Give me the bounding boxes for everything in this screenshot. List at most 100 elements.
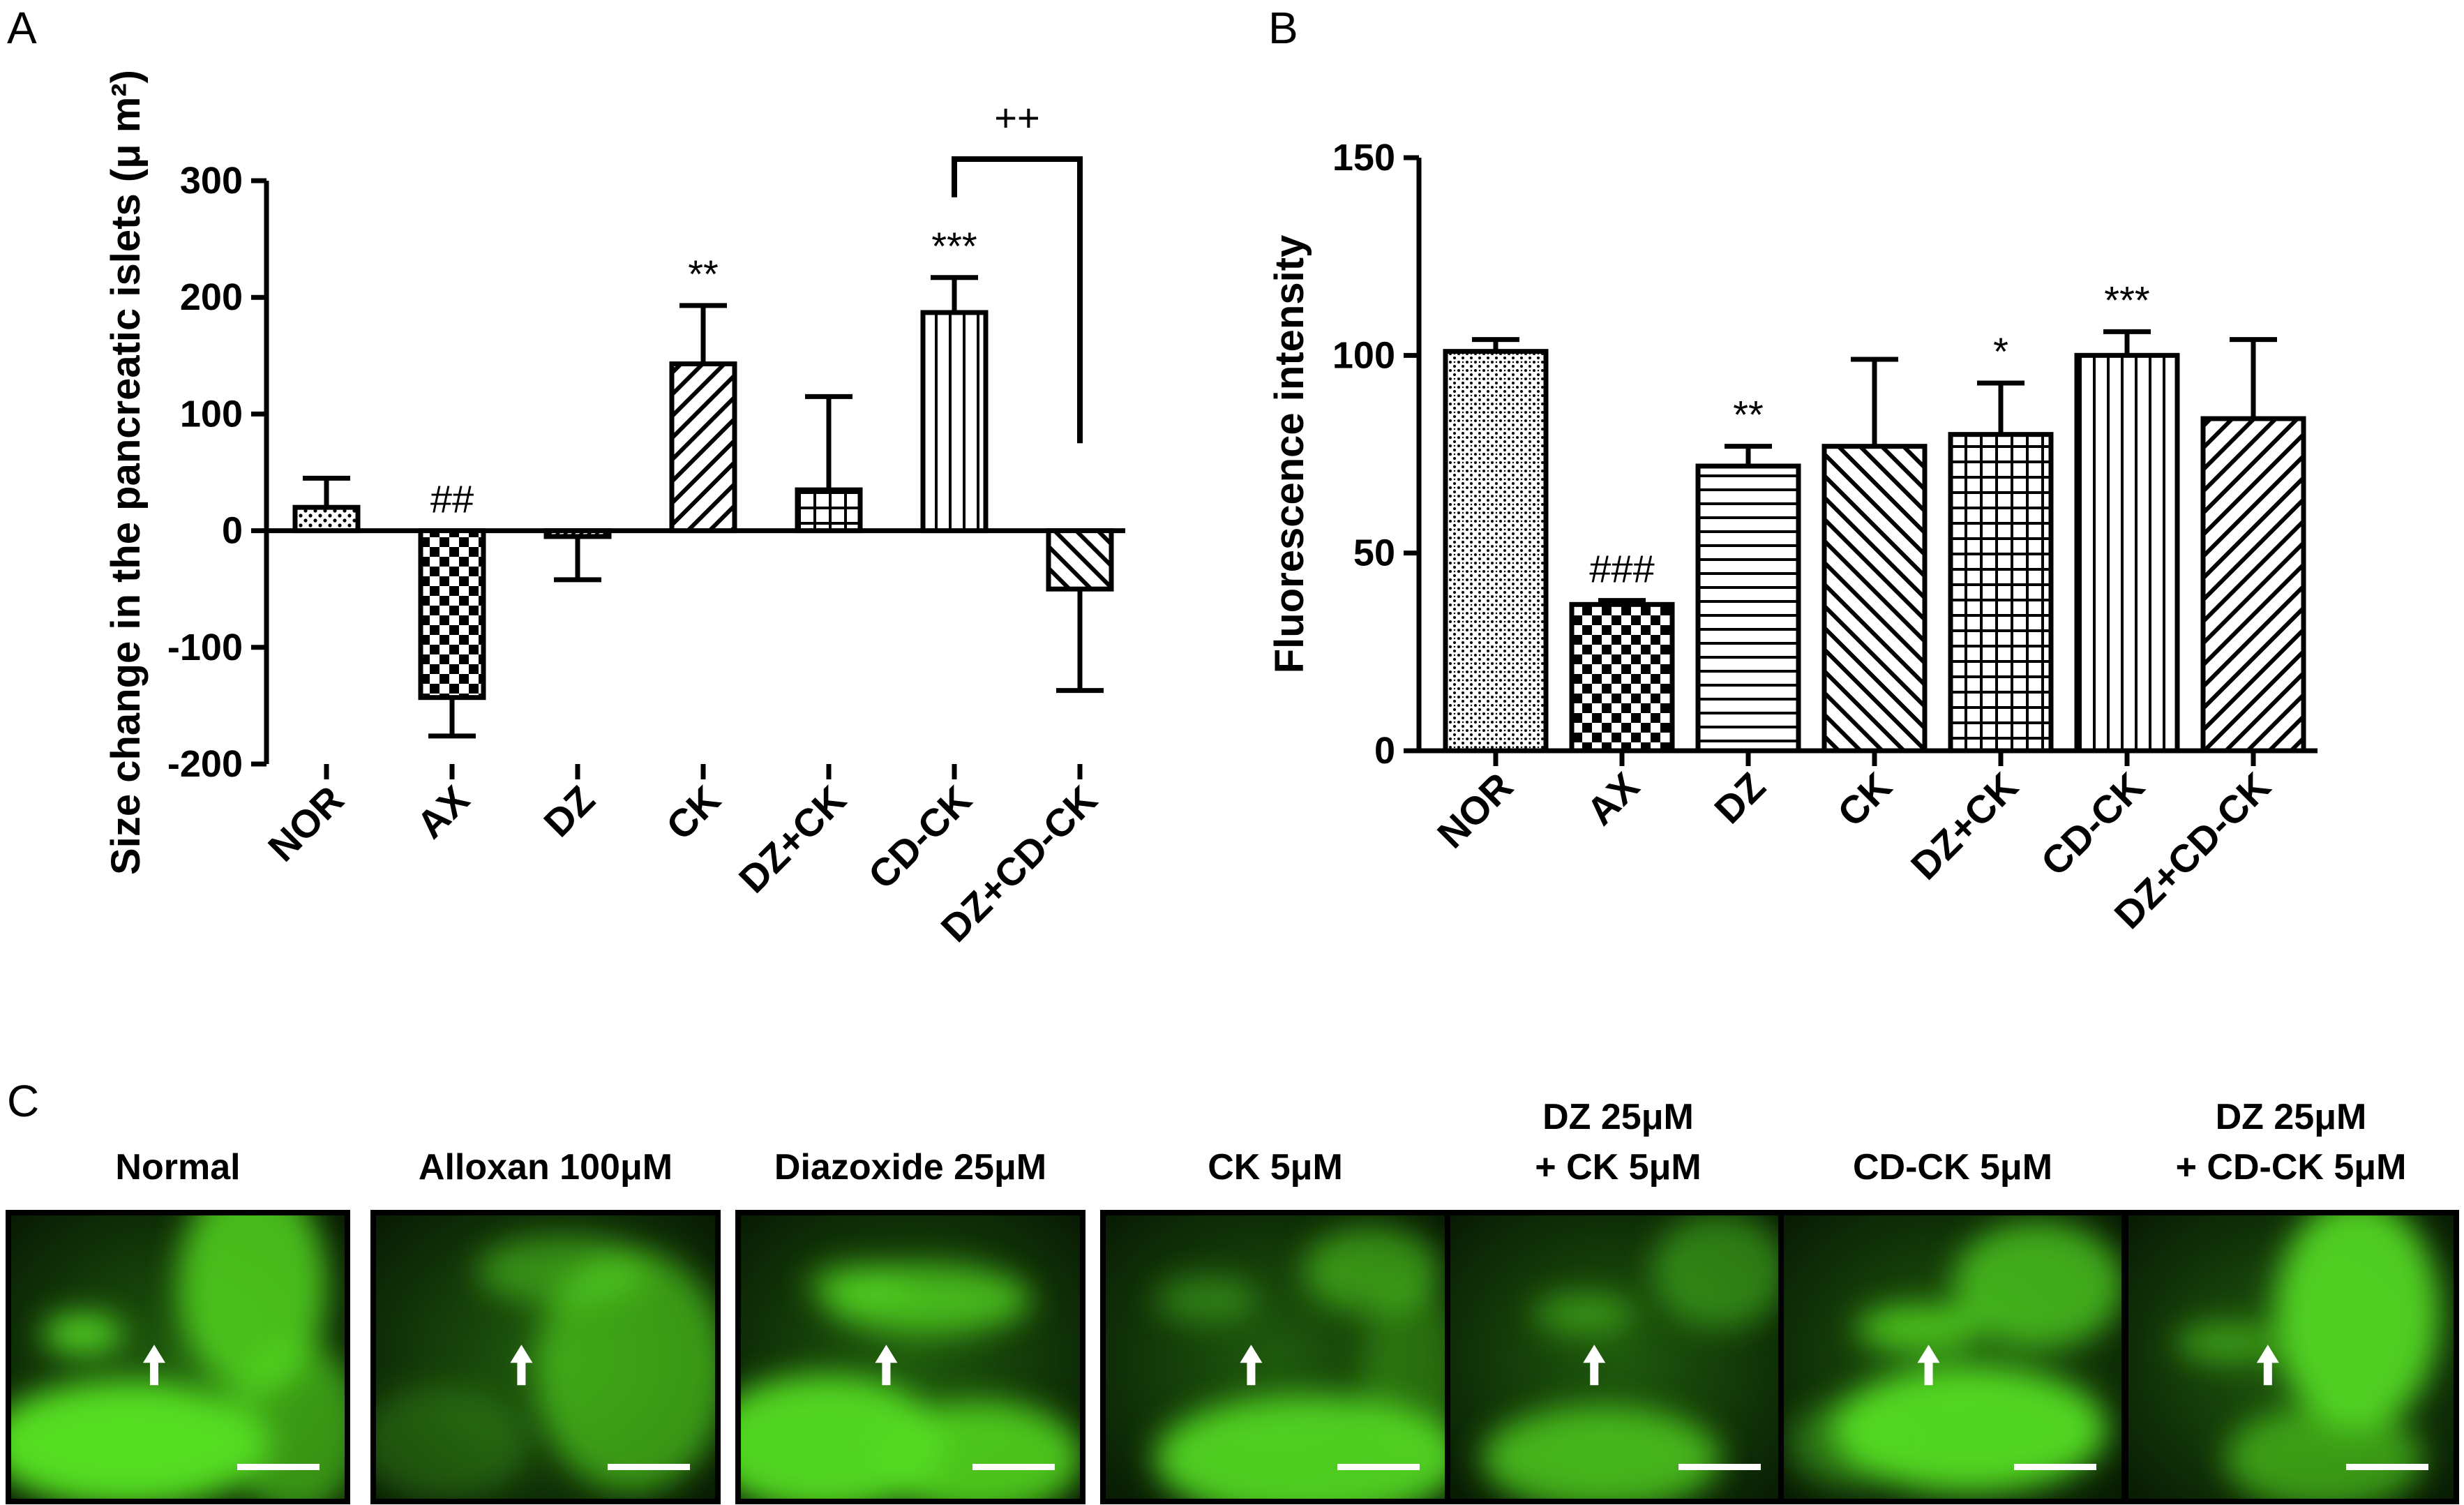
y-tick-label: 50: [1353, 532, 1395, 574]
fluorescent-cells: [8, 1213, 347, 1502]
islet-blob: [876, 1400, 1083, 1502]
y-axis-label: Size change in the pancreatic islets (μ …: [103, 70, 149, 875]
x-tick-label: AX: [1578, 764, 1648, 834]
micrograph-label: CD-CK 5μM: [1853, 1147, 2052, 1188]
fluorescent-cells: [1481, 1213, 1789, 1502]
micrograph-panel: Diazoxide 25μM: [735, 1147, 1085, 1504]
micrograph-border: [370, 1210, 721, 1504]
y-tick-label: 0: [1374, 730, 1395, 772]
islet-blob: [2175, 1322, 2275, 1363]
bar-nor: [292, 504, 361, 534]
micrograph-panel: CD-CK 5μM: [1778, 1147, 2127, 1504]
significance-label: ***: [2104, 278, 2149, 322]
islet-blob: [1361, 1285, 1448, 1458]
micrograph-row: Normal Alloxan 100μM Diazoxide 25μM CK 5μM D…: [6, 1097, 2459, 1504]
y-tick-label: 100: [180, 393, 243, 435]
panel-label-c: C: [7, 1076, 39, 1126]
micrograph-label: CK 5μM: [1208, 1147, 1343, 1188]
micrograph-border: [6, 1210, 350, 1504]
x-tick-label: CD-CK: [859, 777, 979, 897]
bracket-label: ++: [994, 96, 1039, 140]
islet-blob: [1155, 1276, 1259, 1323]
significance-label: ###: [1589, 547, 1654, 591]
micrograph-label: Diazoxide 25μM: [774, 1147, 1046, 1188]
white-arrow-up-icon: [1240, 1345, 1263, 1386]
significance-label: ##: [430, 477, 474, 521]
micrograph-label: Alloxan 100μM: [419, 1147, 673, 1188]
micrograph-panel: Normal: [6, 1147, 350, 1504]
scale-bar: [2014, 1464, 2096, 1470]
bar-dz+ck: [795, 487, 863, 534]
islet-blob: [8, 1380, 270, 1502]
bar-ck: [1821, 444, 1928, 754]
micrograph-label: + CK 5μM: [1535, 1147, 1701, 1188]
islet-blob: [373, 1386, 529, 1502]
bar-dz+ck: [1948, 432, 2054, 754]
y-tick-label: 300: [180, 160, 243, 202]
bar-dz+cd-ck: [1046, 528, 1114, 592]
islet-blob: [1953, 1221, 2124, 1349]
y-tick-label: -200: [167, 743, 243, 785]
islet-blob: [2225, 1406, 2424, 1502]
x-tick-label: DZ: [1706, 764, 1773, 832]
islet-blob: [1652, 1213, 1789, 1328]
bar-dz: [1695, 463, 1801, 754]
micrograph-panel: CK 5μM: [1100, 1147, 1450, 1504]
x-tick-label: NOR: [1429, 764, 1522, 857]
panel-label-b: B: [1268, 3, 1298, 53]
x-tick-label: CK: [1829, 764, 1900, 835]
islet-blob: [535, 1250, 718, 1493]
bar-ck: [669, 361, 737, 534]
islet-blob: [1481, 1406, 1721, 1502]
scale-bar: [972, 1464, 1055, 1470]
fluorescent-cells: [1155, 1227, 1448, 1502]
significance-label: *: [1993, 329, 2008, 373]
white-arrow-up-icon: [1917, 1345, 1940, 1386]
islet-blob: [1787, 1400, 1911, 1488]
bar-cd-ck: [2074, 352, 2180, 754]
white-arrow-up-icon: [142, 1345, 165, 1386]
y-tick-label: 100: [1332, 334, 1395, 376]
y-tick-label: 0: [222, 510, 243, 552]
islet-blob: [1533, 1293, 1635, 1334]
micrograph-label: DZ 25μM: [2216, 1097, 2367, 1137]
islet-blob: [806, 1264, 910, 1305]
x-tick-label: CK: [658, 777, 729, 848]
bar-nor: [1443, 349, 1549, 754]
significance-label: **: [1733, 393, 1764, 437]
bar-dz+cd-ck: [2200, 416, 2306, 754]
islet-blob: [42, 1313, 124, 1354]
micrograph-border: [2123, 1210, 2459, 1504]
islet-blob: [476, 1236, 649, 1305]
panel-label-a: A: [7, 3, 37, 53]
scale-bar: [1678, 1464, 1761, 1470]
micrograph-panel: DZ 25μM + CD-CK 5μM: [2123, 1097, 2459, 1504]
white-arrow-up-icon: [510, 1345, 533, 1386]
y-tick-label: 200: [180, 276, 243, 318]
y-tick-label: 150: [1332, 137, 1395, 179]
bar-ax: [418, 528, 486, 701]
micrograph-border: [735, 1210, 1085, 1504]
micrograph-label: DZ 25μM: [1542, 1097, 1694, 1137]
white-arrow-up-icon: [875, 1345, 898, 1386]
chart-a: -200 -100 0 100 200 300 NOR ## AX DZ ** CK DZ+CK *** C…: [103, 70, 1125, 950]
x-tick-label: DZ+CK: [1902, 764, 2027, 888]
x-tick-label: CD-CK: [2032, 764, 2152, 884]
scale-bar: [237, 1464, 320, 1470]
x-tick-label: NOR: [260, 777, 352, 870]
fluorescent-cells: [1787, 1221, 2124, 1493]
significance-label: **: [688, 252, 719, 296]
islet-blob: [1856, 1305, 1981, 1351]
white-arrow-up-icon: [2256, 1345, 2279, 1386]
micrograph-panel: DZ 25μM + CK 5μM: [1445, 1097, 1791, 1504]
white-arrow-up-icon: [1583, 1345, 1606, 1386]
fluorescent-cells: [738, 1264, 1083, 1502]
comparison-bracket: [952, 156, 1083, 444]
scale-bar: [2346, 1464, 2428, 1470]
micrograph-panel: Alloxan 100μM: [370, 1147, 721, 1504]
islet-blob: [2274, 1213, 2440, 1430]
x-tick-label: DZ: [535, 777, 603, 845]
x-tick-label: DZ+CK: [730, 777, 855, 901]
